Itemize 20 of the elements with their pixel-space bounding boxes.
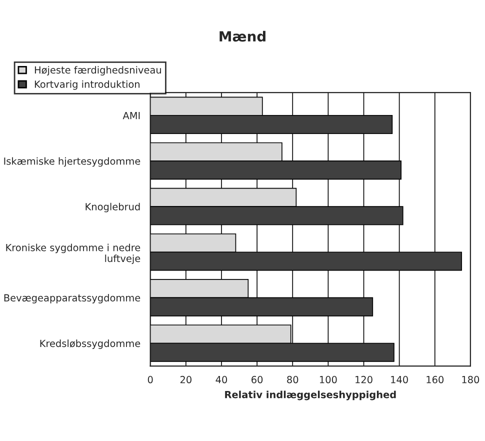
y-tick-label: AMI (122, 112, 140, 120)
x-tick-label: 120 (356, 376, 372, 384)
x-tick-label: 100 (320, 376, 337, 384)
x-tick-label: 140 (391, 376, 408, 384)
x-tick-label: 180 (462, 376, 480, 384)
x-tick-label: 20 (180, 376, 192, 384)
chart-title: Mænd (220, 30, 266, 42)
x-axis-title: Relativ indlæggelseshyppighed (225, 390, 396, 400)
x-tick-label: 40 (216, 376, 228, 384)
x-tick-label: 160 (426, 376, 444, 384)
legend-label: Højeste færdighedsniveau (34, 66, 161, 76)
x-tick-label: 0 (148, 376, 153, 384)
x-tick-label: 60 (252, 376, 263, 384)
y-tick-label: Kredsløbssygdomme (40, 340, 140, 349)
legend-label: Kortvarig introduktion (34, 80, 140, 90)
y-tick-label: Knoglebrud (86, 202, 140, 212)
y-tick-label: Iskæmiske hjertesygdomme (4, 157, 140, 167)
x-tick-label: 80 (287, 376, 298, 384)
y-tick-label: Kroniske sygdomme i nedre luftveje (6, 244, 140, 264)
y-tick-label: Bevægeapparatssygdomme (4, 294, 140, 304)
